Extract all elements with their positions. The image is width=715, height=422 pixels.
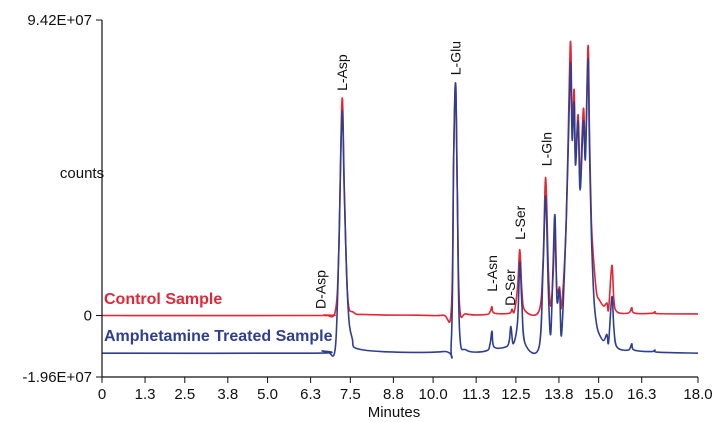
- x-tick-label: 12.5: [501, 386, 530, 403]
- peak-label-d-asp: D-Asp: [313, 270, 329, 309]
- series-label-control: Control Sample: [104, 291, 222, 308]
- y-tick-label: 9.42E+07: [27, 12, 92, 29]
- x-tick-label: 7.5: [340, 386, 361, 403]
- peak-label-l-ser: L-Ser: [512, 205, 528, 240]
- x-tick-label: 13.8: [544, 386, 573, 403]
- y-tick-label: -1.96E+07: [22, 369, 92, 386]
- x-tick-label: 3.8: [217, 386, 238, 403]
- x-tick-label: 6.3: [300, 386, 321, 403]
- peak-label-l-gln: L-Gln: [538, 132, 554, 166]
- series-line-treated: [101, 57, 699, 359]
- series-lines: [101, 40, 699, 359]
- peak-label-l-glu: L-Glu: [448, 41, 464, 75]
- x-tick-label: 5.0: [257, 386, 278, 403]
- x-tick-label: 16.3: [627, 386, 656, 403]
- peak-label-l-asn: L-Asn: [484, 255, 500, 292]
- x-tick-label: 10.0: [419, 386, 448, 403]
- x-axis-title: Minutes: [368, 404, 421, 421]
- series-line-control: [101, 40, 699, 324]
- y-axis-title: counts: [60, 165, 104, 182]
- axes: [101, 20, 698, 378]
- chart-labels: Minutes counts Control Sample Amphetamine T…: [60, 41, 554, 421]
- x-tick-label: 0: [98, 386, 106, 403]
- peak-label-l-asp: L-Asp: [334, 54, 350, 91]
- peak-label-d-ser: D-Ser: [502, 269, 518, 306]
- x-tick-label: 15.0: [584, 386, 613, 403]
- x-tick-label: 11.3: [462, 386, 490, 403]
- y-tick-label: 0: [84, 308, 92, 325]
- x-tick-label: 2.5: [174, 386, 195, 403]
- tick-marks: 0 1.3 2.5 3.8 5.0 6.3 7.5 8.8 10.0 11.3 12.5 13.8 15…: [22, 12, 712, 403]
- series-label-treated: Amphetamine Treated Sample: [104, 328, 333, 345]
- x-tick-label: 1.3: [135, 386, 156, 403]
- x-tick-label: 8.8: [383, 386, 404, 403]
- x-tick-label: 18.0: [683, 386, 712, 403]
